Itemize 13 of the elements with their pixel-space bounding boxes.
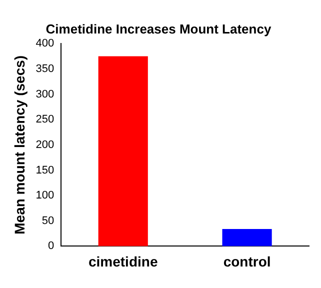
y-tick-label: 100 — [36, 190, 54, 202]
y-tick-label: 150 — [36, 164, 54, 176]
y-tick-label: 300 — [36, 88, 54, 100]
y-tick-label: 200 — [36, 138, 54, 151]
y-tick-label: 0 — [48, 240, 54, 252]
y-tick-label: 350 — [36, 62, 54, 75]
x-tick-label: control — [223, 253, 271, 270]
chart-title: Cimetidine Increases Mount Latency — [46, 21, 272, 36]
y-tick-label: 400 — [36, 38, 54, 50]
y-tick-label: 250 — [36, 114, 54, 126]
y-axis-title: Mean mount latency (secs) — [11, 55, 28, 234]
y-tick-label: 50 — [42, 214, 54, 227]
x-tick-label: cimetidine — [88, 253, 158, 270]
